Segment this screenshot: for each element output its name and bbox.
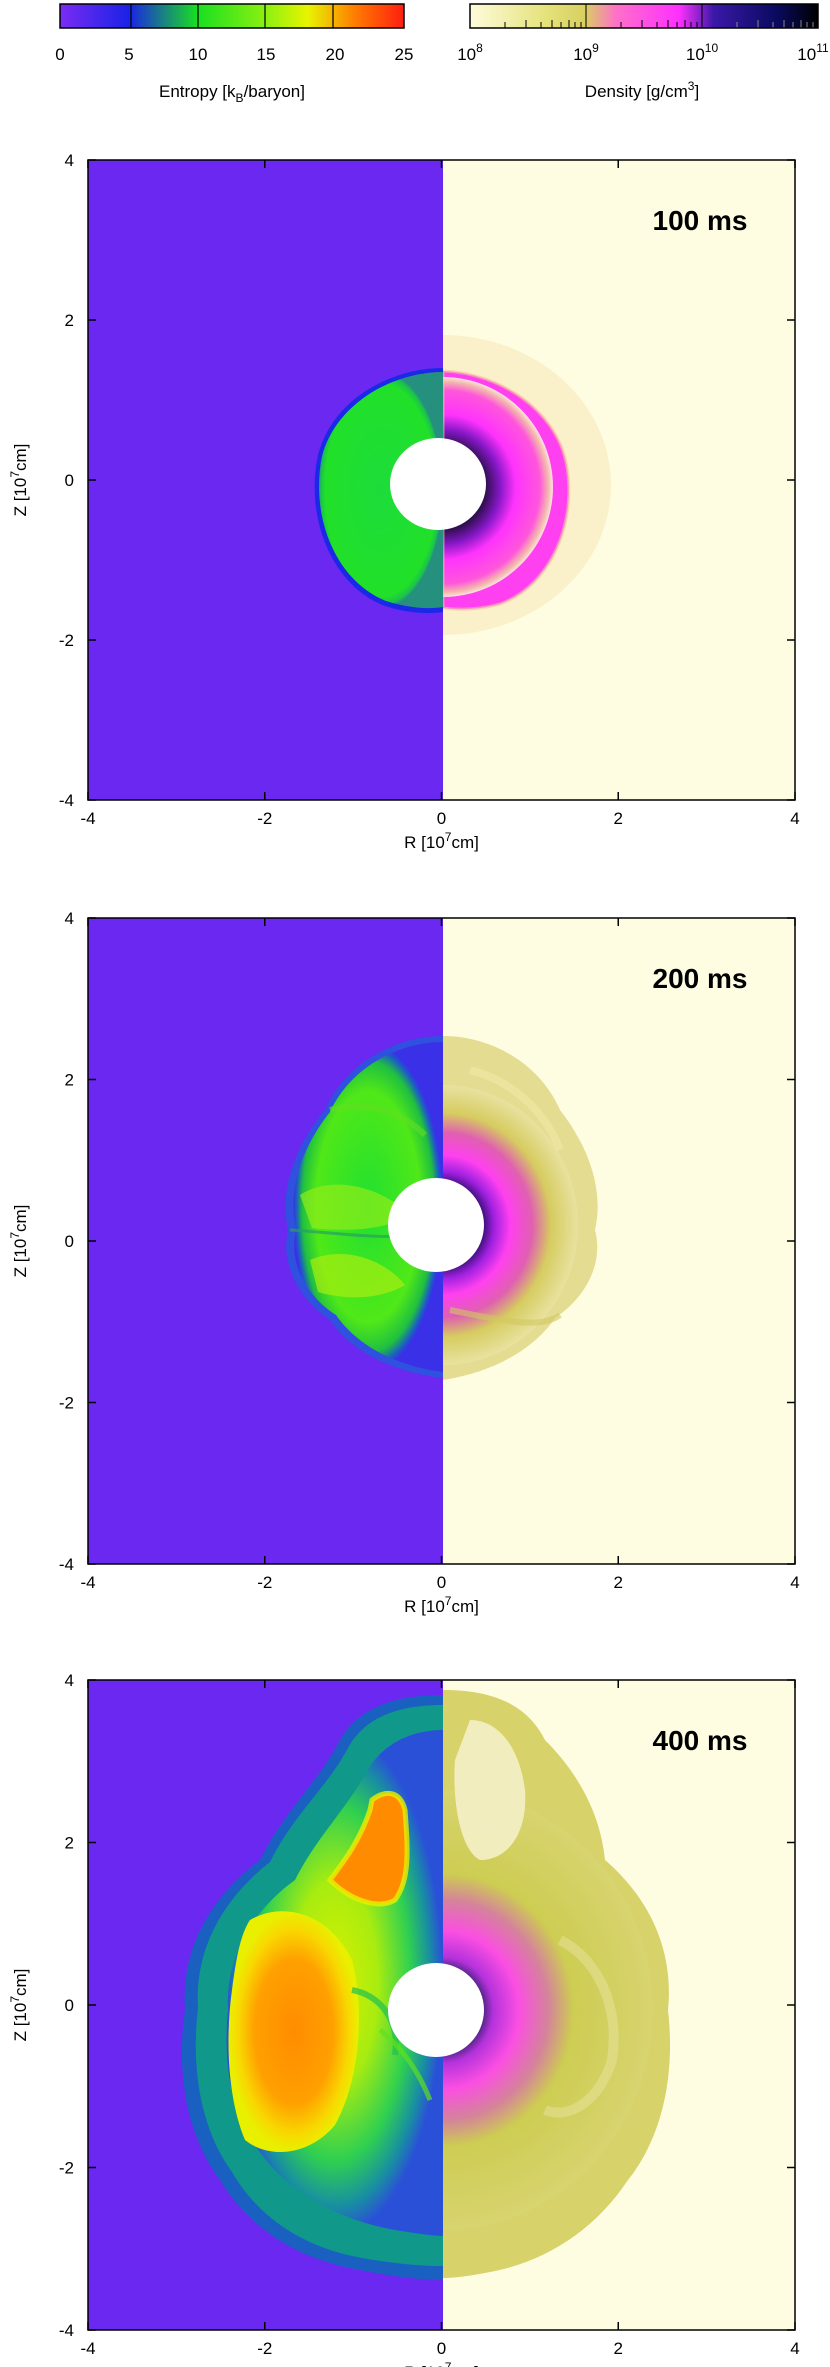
panel-200ms-ylabel: Z [107cm]	[8, 1205, 30, 1278]
panel-200ms-ytick-label-4: -4	[59, 1555, 74, 1574]
entropy-colorbar-label: Entropy [kB/baryon]	[159, 82, 305, 105]
panel-100ms-xtick-label-4: 4	[790, 809, 799, 828]
panel-200ms-ytick-label-2: 0	[65, 1232, 74, 1251]
entropy-colorbar-gradient	[60, 4, 404, 28]
density-colorbar-label: Density [g/cm3]	[585, 79, 699, 101]
entropy-tick-10: 10	[189, 45, 208, 64]
panel-400ms-xtick-label-3: 2	[614, 2339, 623, 2358]
panel-400ms-ytick-label-2: 0	[65, 1996, 74, 2015]
entropy-tick-0: 0	[55, 45, 64, 64]
panel-100ms-ytick-label-2: 0	[65, 471, 74, 490]
panel-200ms-time-label: 200 ms	[653, 963, 748, 994]
panel-400ms-time-label: 400 ms	[653, 1725, 748, 1756]
panel-200ms-xtick-label-1: -2	[257, 1573, 272, 1592]
panel-100ms-ytick-label-0: 4	[65, 151, 74, 170]
panel-100ms-xtick-label-2: 0	[437, 809, 446, 828]
panel-400ms-xtick-label-1: -2	[257, 2339, 272, 2358]
density-tick-1e9: 109	[573, 41, 599, 64]
panel-200ms-xtick-label-2: 0	[437, 1573, 446, 1592]
panel-100ms-density-field	[443, 335, 611, 635]
panel-200ms-core	[388, 1178, 484, 1272]
panel-100ms-ytick-label-1: 2	[65, 311, 74, 330]
panel-400ms-xtick-label-4: 4	[790, 2339, 799, 2358]
entropy-tick-15: 15	[257, 45, 276, 64]
panel-200ms-ytick-label-1: 2	[65, 1071, 74, 1090]
panel-400ms: 400 ms -4 -2 0 2 4 4 2 0 -2 -4 R [107cm] Z [107cm]	[8, 1671, 800, 2367]
panel-400ms-xlabel: R [107cm]	[404, 2360, 479, 2367]
panel-100ms-xtick-label-3: 2	[614, 809, 623, 828]
panel-100ms-time-label: 100 ms	[653, 205, 748, 236]
density-tick-1e11: 1011	[797, 41, 829, 64]
panel-100ms-ytick-label-4: -4	[59, 791, 74, 810]
entropy-colorbar: 0 5 10 15 20 25 Entropy [kB/baryon]	[55, 3, 414, 105]
panel-100ms-xlabel: R [107cm]	[404, 830, 479, 852]
density-colorbar-gradient	[470, 4, 818, 28]
panel-200ms-entropy-field	[285, 1036, 443, 1378]
panel-100ms-xtick-label-1: -2	[257, 809, 272, 828]
density-tick-1e10: 1010	[686, 41, 719, 64]
panel-100ms-xtick-label-0: -4	[80, 809, 95, 828]
panel-200ms-ytick-label-0: 4	[65, 909, 74, 928]
panel-400ms-xtick-label-2: 0	[437, 2339, 446, 2358]
panel-400ms-ytick-label-1: 2	[65, 1834, 74, 1853]
panel-200ms-xlabel: R [107cm]	[404, 1594, 479, 1616]
density-colorbar: 108 109 1010 1011 Density [g/cm3]	[457, 3, 829, 101]
panel-200ms-ytick-label-3: -2	[59, 1394, 74, 1413]
entropy-tick-5: 5	[124, 45, 133, 64]
panel-400ms-ytick-label-3: -2	[59, 2159, 74, 2178]
panel-400ms-density-field	[443, 1690, 671, 2278]
panel-200ms-xtick-label-0: -4	[80, 1573, 95, 1592]
panel-100ms-ylabel: Z [107cm]	[8, 444, 30, 517]
panel-200ms-xtick-label-4: 4	[790, 1573, 799, 1592]
panel-200ms: 200 ms -4 -2 0 2 4 4 2 0 -2 -4 R [107cm] Z [107cm]	[8, 909, 800, 1616]
entropy-tick-20: 20	[326, 45, 345, 64]
panel-400ms-ytick-label-4: -4	[59, 2321, 74, 2340]
panel-200ms-xtick-label-3: 2	[614, 1573, 623, 1592]
panel-100ms: 100 ms -4 -2 0 2 4 4 2 0 -2 -4 R [107cm] Z [107cm]	[8, 151, 800, 852]
panel-400ms-ytick-label-0: 4	[65, 1671, 74, 1690]
panel-100ms-ytick-label-3: -2	[59, 631, 74, 650]
panel-100ms-core	[390, 438, 486, 530]
panel-400ms-ylabel: Z [107cm]	[8, 1969, 30, 2042]
panel-100ms-entropy-field	[314, 368, 443, 614]
panel-200ms-density-field	[443, 1036, 598, 1380]
panel-400ms-xtick-label-0: -4	[80, 2339, 95, 2358]
entropy-tick-25: 25	[395, 45, 414, 64]
density-tick-1e8: 108	[457, 41, 483, 64]
panel-400ms-entropy-field	[181, 1695, 443, 2280]
panel-400ms-core	[388, 1963, 484, 2057]
